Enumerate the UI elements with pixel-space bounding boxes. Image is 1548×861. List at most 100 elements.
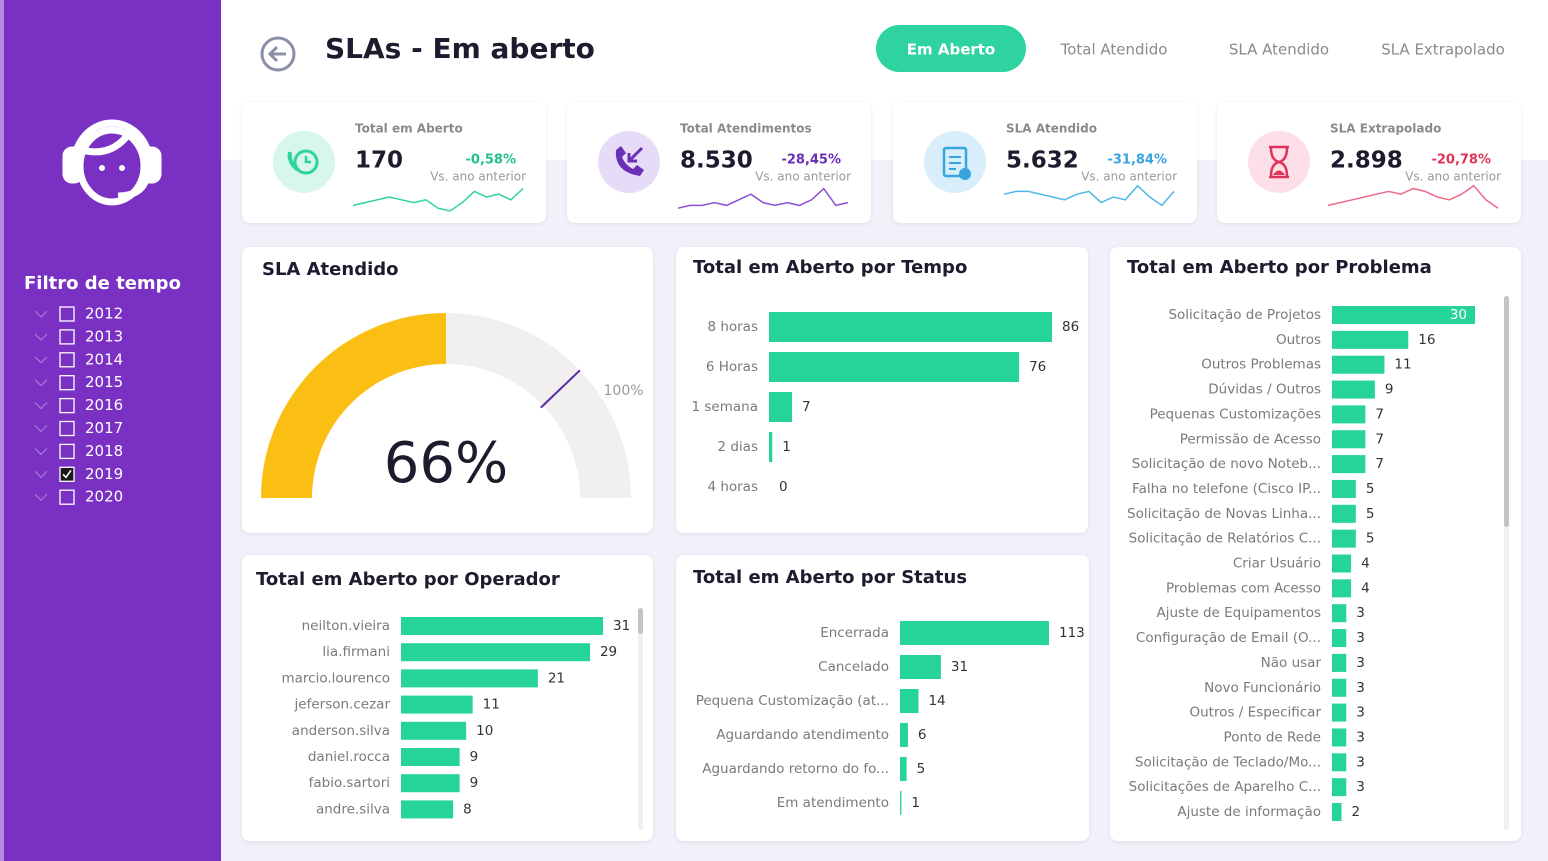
filter-option[interactable]: 2018	[85, 442, 123, 460]
tab[interactable]: SLA Extrapolado	[1381, 41, 1505, 59]
bar[interactable]	[401, 695, 473, 714]
bar[interactable]	[1332, 529, 1356, 548]
bar[interactable]	[1332, 355, 1385, 374]
bar[interactable]	[401, 643, 590, 662]
tab[interactable]: Em Aberto	[907, 41, 996, 59]
value-label: 11	[483, 697, 500, 713]
value-label: 10	[476, 723, 493, 739]
chart-title: Total em Aberto por Problema	[1127, 257, 1432, 278]
value-label: 30	[1450, 307, 1467, 323]
value-label: 16	[1418, 332, 1435, 348]
bar[interactable]	[1332, 753, 1347, 772]
bar[interactable]	[1332, 380, 1375, 399]
category-label: Aguardando retorno do fo...	[702, 761, 889, 777]
filter-option[interactable]: 2016	[85, 396, 123, 414]
bar[interactable]	[1332, 405, 1366, 424]
value-label: 29	[600, 644, 617, 660]
filter-option[interactable]: 2013	[85, 327, 123, 345]
bar[interactable]	[1332, 479, 1356, 498]
kpi-subtitle: Vs. ano anterior	[755, 170, 851, 184]
bar[interactable]	[1332, 330, 1409, 349]
bar[interactable]	[769, 312, 1052, 342]
checkbox[interactable]	[59, 466, 75, 482]
bar[interactable]	[1332, 703, 1347, 722]
filter-option[interactable]: 2017	[85, 419, 123, 437]
scrollbar-track	[638, 608, 643, 830]
category-label: Ponto de Rede	[1224, 729, 1321, 745]
checkbox[interactable]	[59, 397, 75, 414]
chevron	[34, 379, 48, 387]
filter-option[interactable]: 2020	[85, 488, 123, 506]
category-label: andre.silva	[316, 801, 390, 817]
value-label: 14	[928, 693, 945, 709]
bar[interactable]	[401, 774, 460, 793]
bar[interactable]	[1332, 455, 1366, 474]
bar[interactable]	[900, 723, 908, 747]
bar[interactable]	[900, 757, 907, 781]
chevron	[34, 493, 48, 502]
bar[interactable]	[1332, 554, 1352, 573]
checkbox[interactable]	[59, 489, 75, 505]
category-label: Solicitação de novo Noteb...	[1132, 456, 1321, 472]
checkbox[interactable]	[59, 375, 75, 391]
bar[interactable]	[769, 432, 773, 462]
kpi-icon	[287, 149, 319, 175]
bar[interactable]	[1332, 306, 1475, 324]
kpi-subtitle: Vs. ano anterior	[430, 170, 526, 184]
category-label: daniel.rocca	[308, 749, 390, 765]
bar[interactable]	[900, 655, 941, 679]
bar[interactable]	[1332, 653, 1347, 672]
bar[interactable]	[1332, 778, 1347, 797]
scrollbar-thumb[interactable]	[638, 608, 643, 634]
value-label: 76	[1029, 359, 1046, 375]
bar[interactable]	[1332, 678, 1347, 697]
tab[interactable]: SLA Atendido	[1229, 41, 1329, 59]
category-label: Solicitação de Teclado/Mo...	[1135, 754, 1321, 770]
bar[interactable]	[769, 352, 1020, 382]
bar[interactable]	[1332, 504, 1356, 523]
checkbox[interactable]	[59, 352, 75, 368]
checkbox[interactable]	[59, 306, 75, 322]
filter-option[interactable]: 2015	[85, 373, 123, 391]
kpi-icon	[615, 146, 644, 176]
kpi-title: Total Atendimentos	[680, 122, 812, 136]
bar[interactable]	[769, 392, 793, 422]
back-button[interactable]	[260, 36, 296, 72]
bar[interactable]	[1332, 728, 1347, 747]
filter-option[interactable]: 2019	[85, 465, 123, 483]
value-label: 7	[1375, 431, 1384, 447]
bar[interactable]	[401, 748, 460, 766]
chevron	[34, 310, 48, 318]
tab-active-bg[interactable]	[876, 25, 1026, 72]
bar[interactable]	[1332, 629, 1347, 648]
chart-title: Total em Aberto por Tempo	[693, 257, 967, 278]
bar[interactable]	[401, 669, 538, 688]
checkbox[interactable]	[59, 443, 75, 460]
category-label: Novo Funcionário	[1204, 680, 1321, 696]
scrollbar-thumb[interactable]	[1504, 296, 1509, 527]
value-label: 31	[613, 618, 630, 634]
checkbox[interactable]	[59, 329, 75, 345]
gauge-value-label: 66%	[384, 431, 508, 496]
bar[interactable]	[401, 617, 603, 635]
filter-option[interactable]: 2012	[85, 305, 123, 323]
bar[interactable]	[401, 721, 467, 740]
kpi-change: -31,84%	[1107, 153, 1167, 168]
bar[interactable]	[900, 791, 902, 815]
checkbox[interactable]	[59, 420, 75, 437]
sparkline	[1003, 184, 1175, 207]
bar[interactable]	[1332, 604, 1347, 623]
category-label: Solicitações de Aparelho C...	[1129, 779, 1321, 795]
tab[interactable]: Total Atendido	[1060, 41, 1168, 59]
bar[interactable]	[1332, 579, 1352, 598]
bar[interactable]	[1332, 430, 1366, 449]
bar[interactable]	[900, 621, 1049, 645]
category-label: Ajuste de informação	[1177, 804, 1321, 820]
category-label: 2 dias	[717, 439, 758, 455]
value-label: 1	[911, 795, 920, 811]
bar[interactable]	[900, 689, 919, 713]
bar[interactable]	[1332, 803, 1342, 821]
filter-option[interactable]: 2014	[85, 350, 123, 368]
bar[interactable]	[401, 800, 454, 819]
